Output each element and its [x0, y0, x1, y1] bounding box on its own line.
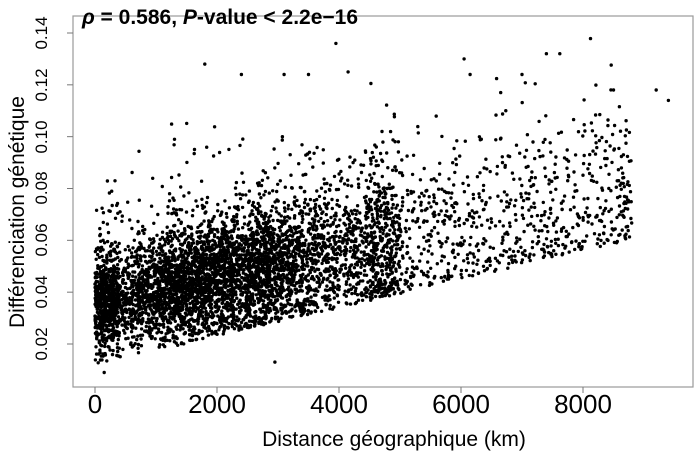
- p-value: -value < 2.2e−16: [196, 6, 359, 29]
- data-points: [93, 36, 671, 375]
- rho-value: = 0.586,: [94, 6, 183, 29]
- y-tick-label: 0.10: [32, 120, 51, 154]
- y-tick-label: 0.12: [32, 68, 51, 102]
- y-axis-ticks: [67, 32, 73, 345]
- correlation-annotation: ρ = 0.586, P-value < 2.2e−16: [82, 6, 358, 30]
- x-tick-label: 4000: [310, 389, 368, 419]
- y-tick-label: 0.06: [32, 223, 51, 257]
- x-tick-label: 2000: [188, 389, 246, 419]
- y-tick-label: 0.08: [32, 171, 51, 206]
- y-tick-label: 0.02: [32, 327, 51, 361]
- x-axis-ticks: [94, 387, 584, 393]
- y-axis-label: Différenciation génétique: [6, 96, 29, 328]
- x-tick-label: 0: [87, 389, 103, 419]
- x-tick-label: 8000: [554, 389, 612, 419]
- p-symbol: P: [182, 6, 197, 29]
- rho-symbol: ρ: [82, 6, 95, 29]
- y-tick-label: 0.14: [32, 16, 51, 50]
- x-tick-label: 6000: [432, 389, 490, 419]
- y-tick-label: 0.04: [32, 275, 51, 309]
- plot-frame: [72, 15, 694, 388]
- x-axis-label: Distance géographique (km): [262, 428, 526, 451]
